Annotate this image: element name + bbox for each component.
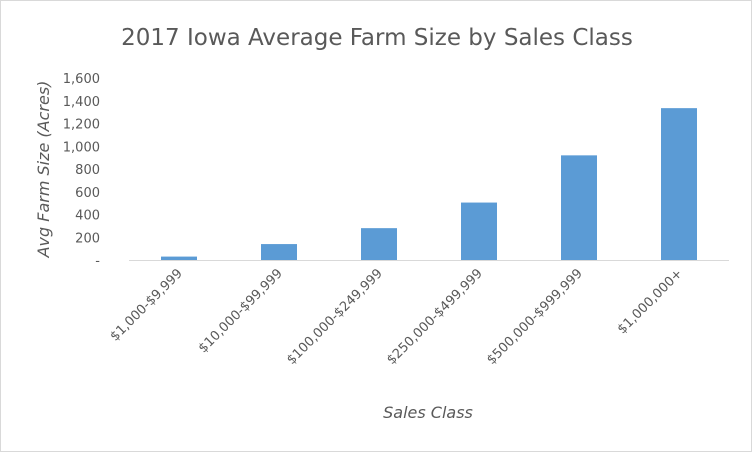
y-tick-label: 1,000 [63, 140, 100, 155]
x-tick-label: $500,000-$999,999 [484, 266, 586, 368]
bar [161, 256, 197, 260]
y-tick-label: 200 [75, 231, 100, 246]
x-tick-label: $1,000-$9,999 [108, 266, 186, 344]
y-tick-label: 400 [75, 209, 100, 224]
x-tick-label: $250,000-$499,999 [384, 266, 486, 368]
bar [461, 202, 497, 260]
x-tick-label: $1,000,000+ [615, 266, 686, 337]
x-tick-label: $10,000-$99,999 [196, 266, 286, 356]
chart-title: 2017 Iowa Average Farm Size by Sales Cla… [121, 25, 633, 51]
y-tick-label: 600 [75, 186, 100, 201]
y-axis-title: Avg Farm Size (Acres) [34, 81, 53, 259]
x-tick-label: $100,000-$249,999 [284, 266, 386, 368]
x-axis-title: Sales Class [383, 403, 473, 422]
y-tick-label: 1,200 [63, 118, 100, 133]
x-axis-tick-labels: $1,000-$9,999 $10,000-$99,999$100,000-$24… [108, 266, 686, 368]
bars-group [161, 108, 697, 260]
bar [561, 155, 597, 260]
y-tick-label: 1,400 [63, 95, 100, 110]
y-tick-label: - [95, 254, 100, 269]
y-axis-tick-labels: - 200 400 600 800 1,000 1,200 1,400 1,600 [63, 72, 101, 269]
bar [261, 244, 297, 260]
bar [361, 228, 397, 260]
y-tick-label: 1,600 [63, 72, 100, 87]
y-tick-label: 800 [75, 163, 100, 178]
bar [661, 108, 697, 260]
